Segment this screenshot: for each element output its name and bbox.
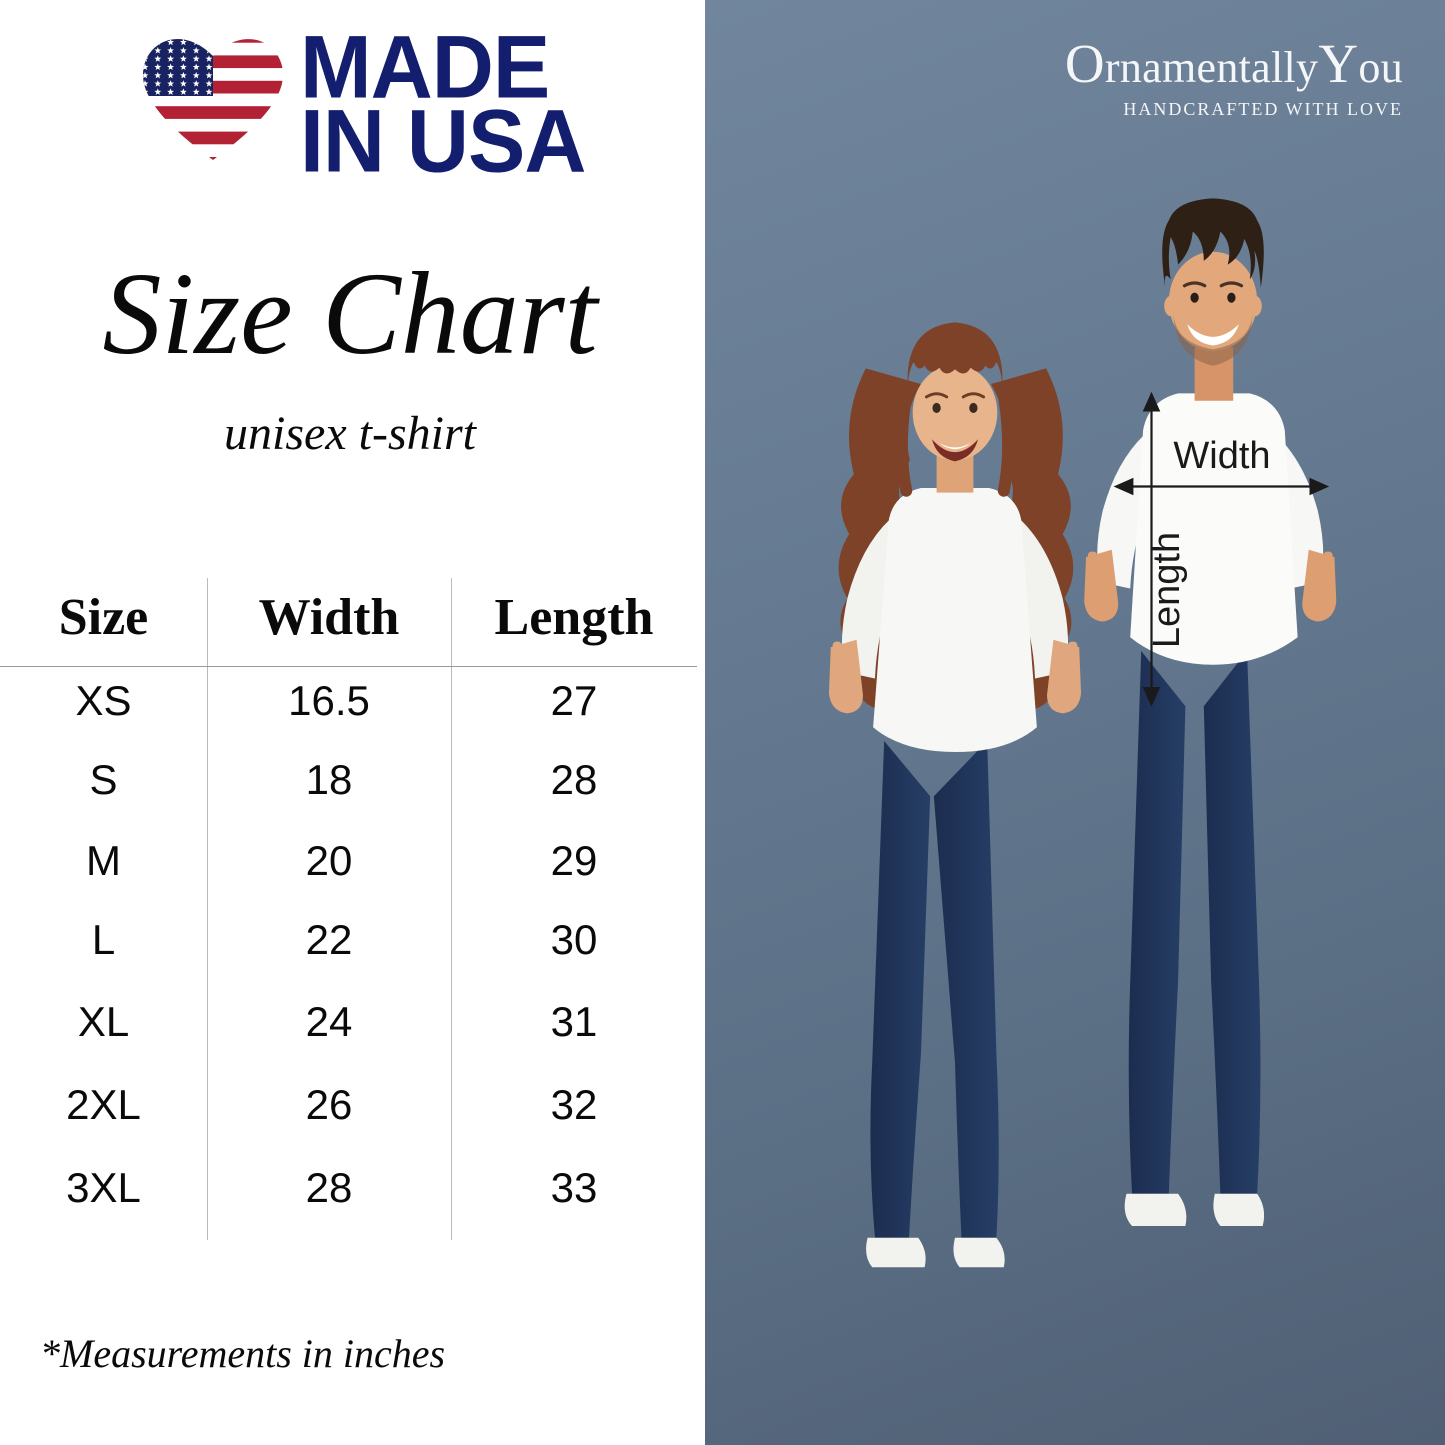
svg-text:Width: Width: [1173, 435, 1270, 477]
svg-text:Length: Length: [1146, 532, 1188, 648]
